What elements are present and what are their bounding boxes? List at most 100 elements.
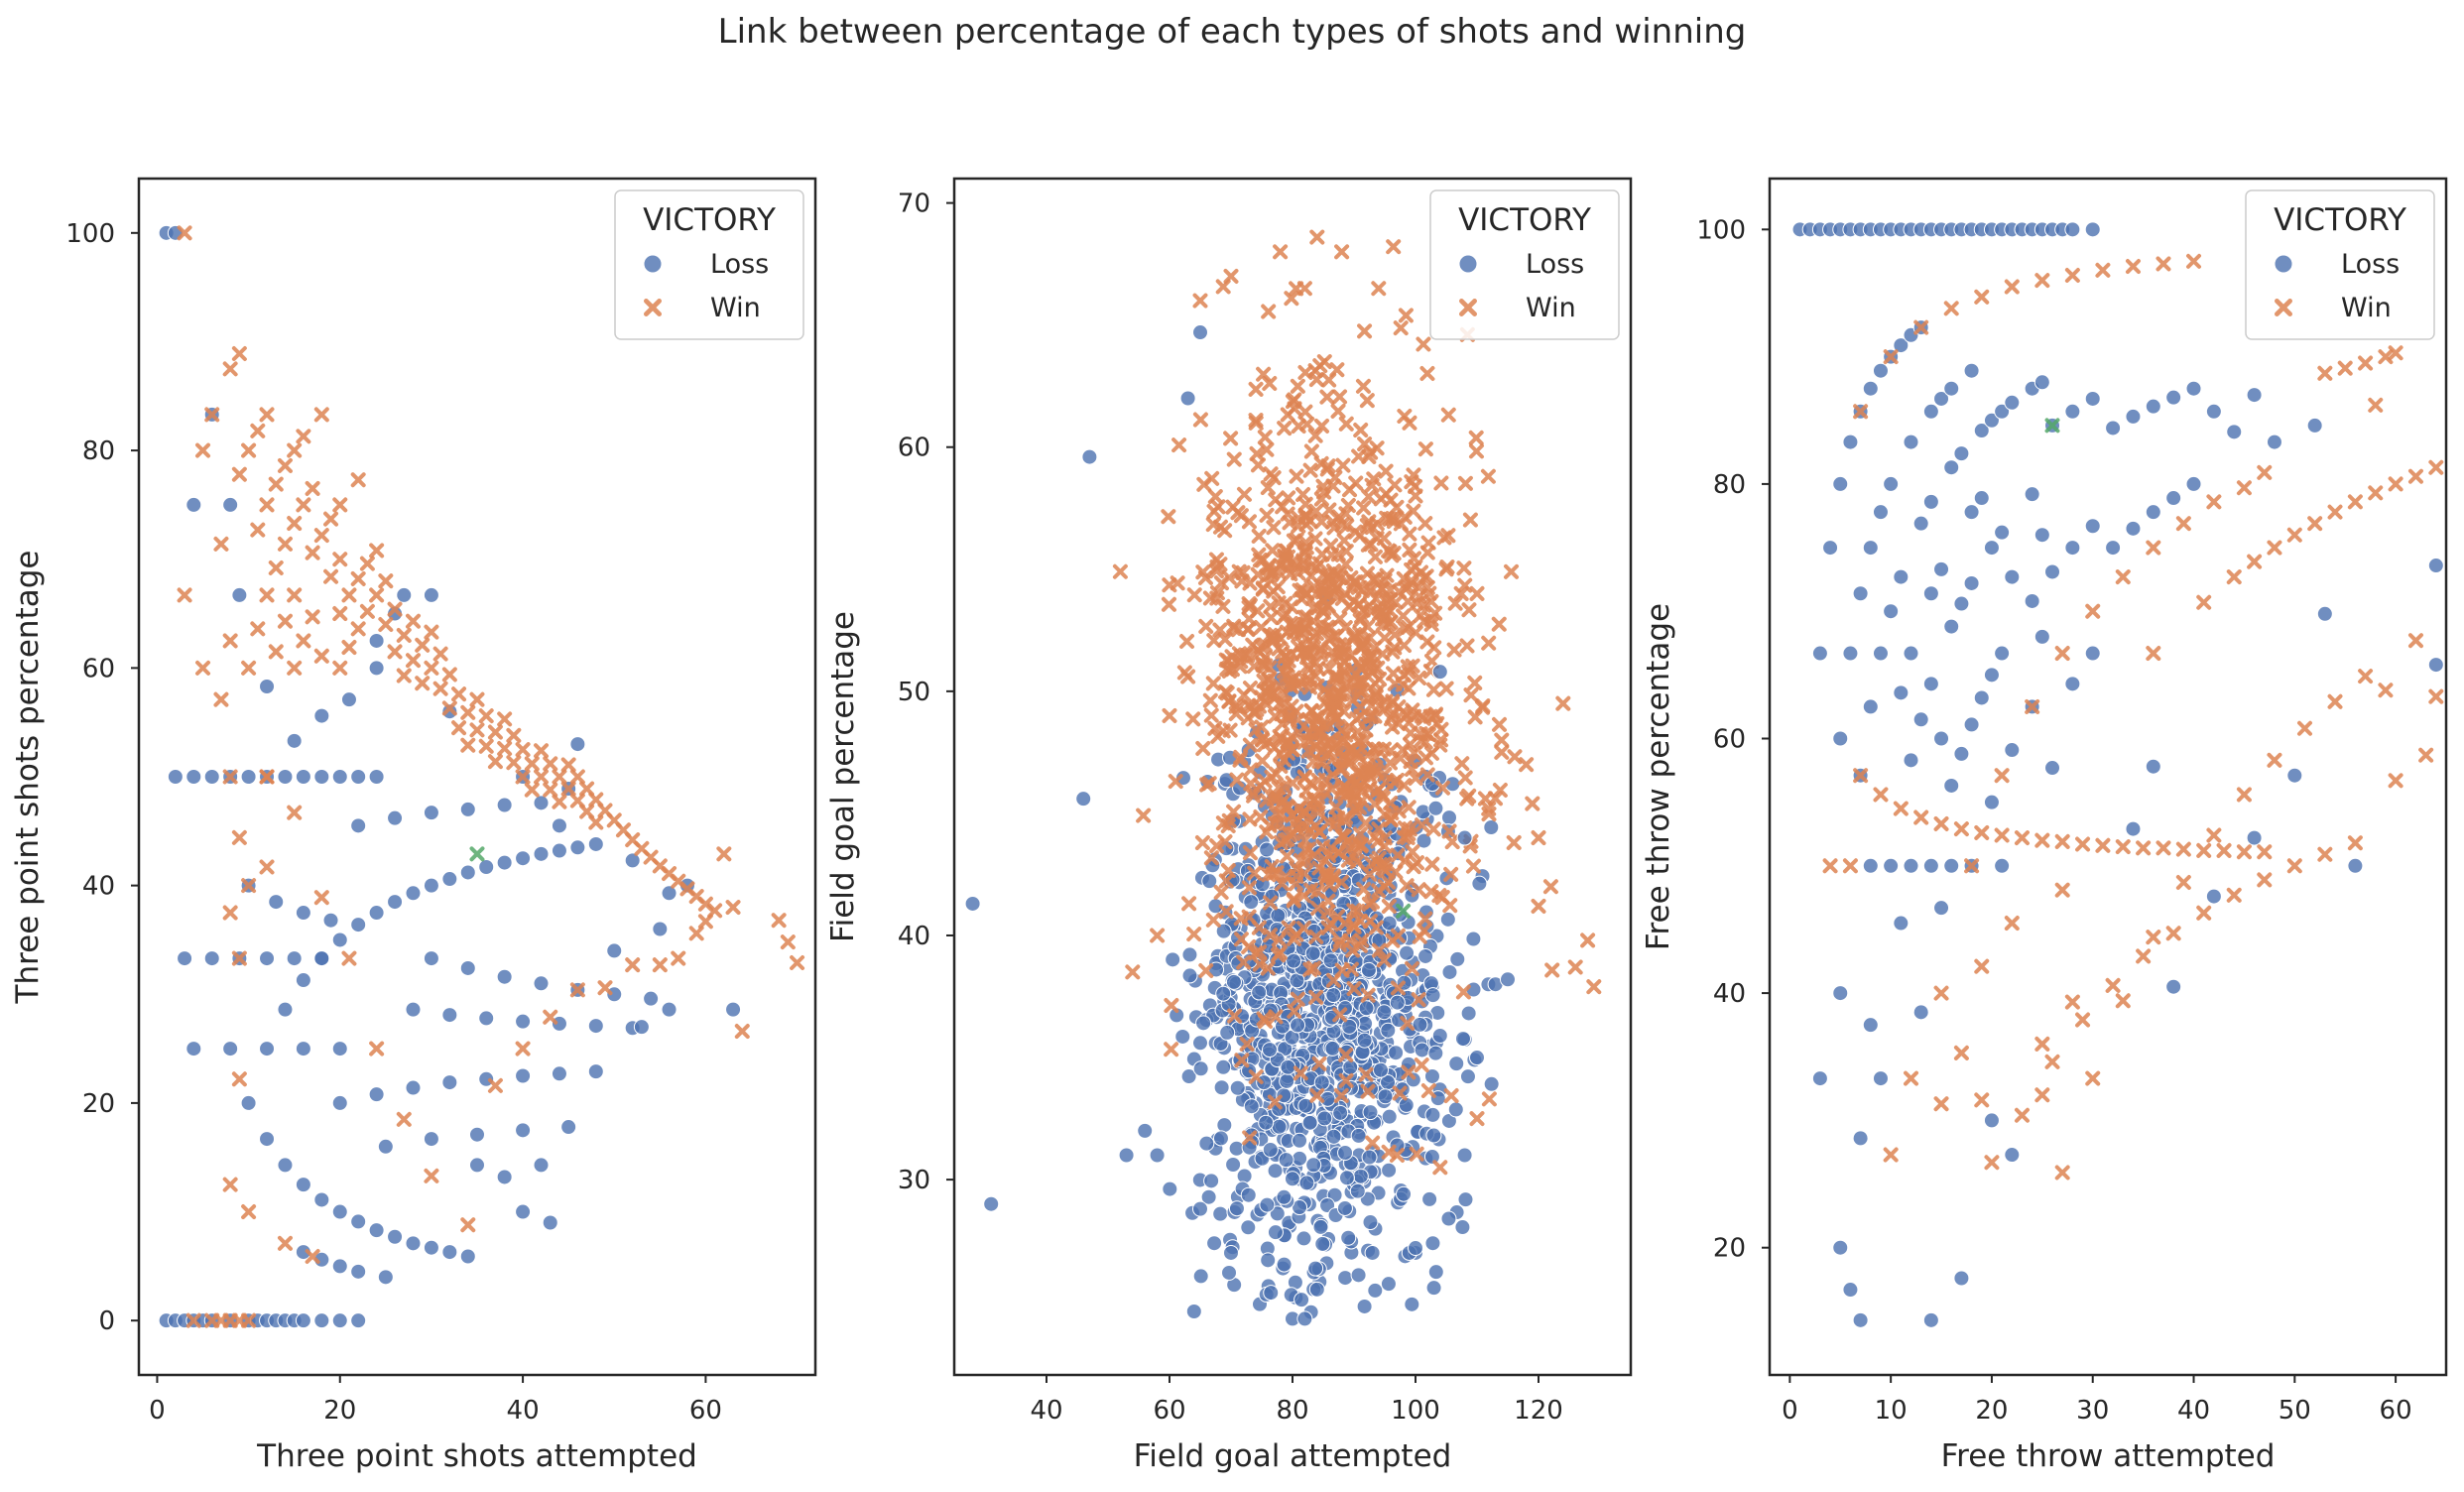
data-point-win — [597, 980, 613, 996]
data-point-win — [441, 700, 457, 716]
data-point-loss — [1883, 857, 1900, 874]
data-point-win — [1321, 662, 1337, 677]
data-point-loss — [1922, 493, 1939, 510]
data-point-win — [1161, 509, 1176, 525]
data-point-loss — [2084, 645, 2101, 662]
data-point-loss — [1832, 730, 1849, 747]
legend-win-marker — [2275, 299, 2292, 316]
data-point-loss — [1483, 818, 1500, 835]
data-point-win — [1179, 634, 1195, 650]
x-axis-label: Free throw attempted — [1941, 1438, 2276, 1474]
data-point-loss — [1456, 1147, 1473, 1164]
data-point-loss — [1201, 873, 1218, 890]
data-point-win — [2236, 844, 2252, 860]
data-point-win — [1400, 1016, 1416, 1032]
data-point-win — [1295, 888, 1311, 904]
data-point-win — [2136, 948, 2152, 964]
data-point-win — [1347, 746, 1363, 762]
data-point-loss — [2033, 374, 2050, 391]
data-point-win — [1358, 815, 1374, 831]
data-point-win — [1386, 239, 1402, 255]
data-point-win — [2317, 365, 2333, 381]
data-point-win — [1299, 416, 1315, 432]
data-point-win — [1381, 899, 1397, 915]
data-point-loss — [1305, 1157, 1322, 1174]
data-point-win — [1321, 570, 1337, 586]
data-point-win — [552, 769, 567, 785]
data-point-loss — [1314, 1235, 1331, 1252]
data-point-win — [1389, 1147, 1405, 1163]
data-point-loss — [368, 769, 385, 785]
data-point-loss — [1922, 676, 1939, 692]
data-point-win — [1468, 443, 1484, 459]
data-point-win — [1356, 881, 1372, 897]
data-point-loss — [2024, 486, 2040, 503]
data-point-win — [1251, 920, 1267, 935]
data-point-win — [1326, 651, 1342, 667]
data-point-win — [1230, 505, 1246, 521]
data-point-win — [1974, 1092, 1990, 1108]
data-point-win — [1205, 676, 1221, 691]
data-point-win — [1371, 942, 1387, 958]
data-point-loss — [1469, 1050, 1485, 1066]
data-point-win — [222, 905, 238, 921]
data-point-loss — [1229, 1079, 1246, 1096]
data-point-loss — [2084, 518, 2101, 535]
data-point-loss — [1953, 745, 1970, 762]
data-point-win — [2418, 747, 2434, 763]
data-point-loss — [2165, 490, 2182, 507]
data-point-loss — [2064, 676, 2081, 692]
data-point-loss — [268, 894, 285, 911]
data-point-loss — [1356, 1032, 1373, 1049]
data-point-win — [1455, 984, 1471, 1000]
data-point-win — [1256, 1011, 1272, 1027]
data-point-win — [1381, 874, 1397, 890]
data-point-win — [424, 624, 439, 640]
data-point-win — [2226, 569, 2242, 585]
legend: VICTORY Loss Win — [1429, 189, 1620, 340]
data-point-loss — [295, 972, 311, 989]
data-point-loss — [643, 990, 660, 1007]
legend: VICTORY Loss Win — [614, 189, 804, 340]
data-point-win — [1264, 769, 1280, 785]
data-point-win — [396, 627, 412, 643]
data-point-loss — [405, 1001, 422, 1018]
data-point-win — [1232, 752, 1248, 768]
data-point-loss — [331, 1041, 348, 1057]
data-point-loss — [222, 1041, 239, 1057]
data-point-win — [1360, 987, 1376, 1003]
data-point-win — [1267, 1094, 1283, 1110]
data-point-loss — [1912, 711, 1929, 728]
data-point-win — [1346, 630, 1362, 646]
data-point-loss — [1258, 1114, 1275, 1131]
data-point-win — [1481, 807, 1497, 822]
data-point-win — [2085, 603, 2101, 619]
data-point-win — [1419, 767, 1435, 783]
data-point-loss — [2427, 558, 2444, 574]
data-point-loss — [1301, 1114, 1318, 1131]
y-axis-label: Three point shots percentage — [10, 551, 46, 1005]
data-point-loss — [515, 1203, 532, 1220]
data-point-loss — [368, 660, 385, 677]
data-point-win — [1408, 559, 1423, 574]
data-point-win — [1419, 365, 1435, 381]
data-point-win — [1913, 809, 1929, 825]
data-point-loss — [1192, 1060, 1209, 1077]
data-point-win — [1396, 829, 1412, 845]
data-point-win — [1842, 858, 1858, 874]
data-point-loss — [1262, 1142, 1279, 1159]
data-point-loss — [1423, 1067, 1440, 1084]
data-point-win — [1280, 848, 1295, 864]
data-point-win — [534, 769, 550, 785]
data-point-win — [241, 442, 257, 458]
data-point-loss — [1179, 390, 1196, 407]
data-point-loss — [423, 805, 439, 821]
data-point-win — [1307, 428, 1323, 443]
data-point-win — [460, 1217, 476, 1233]
data-point-loss — [1872, 1070, 1889, 1087]
data-point-win — [1352, 826, 1368, 842]
data-point-win — [588, 814, 604, 830]
data-point-win — [1294, 807, 1309, 822]
data-point-win — [671, 950, 686, 966]
data-point-win — [460, 737, 476, 753]
